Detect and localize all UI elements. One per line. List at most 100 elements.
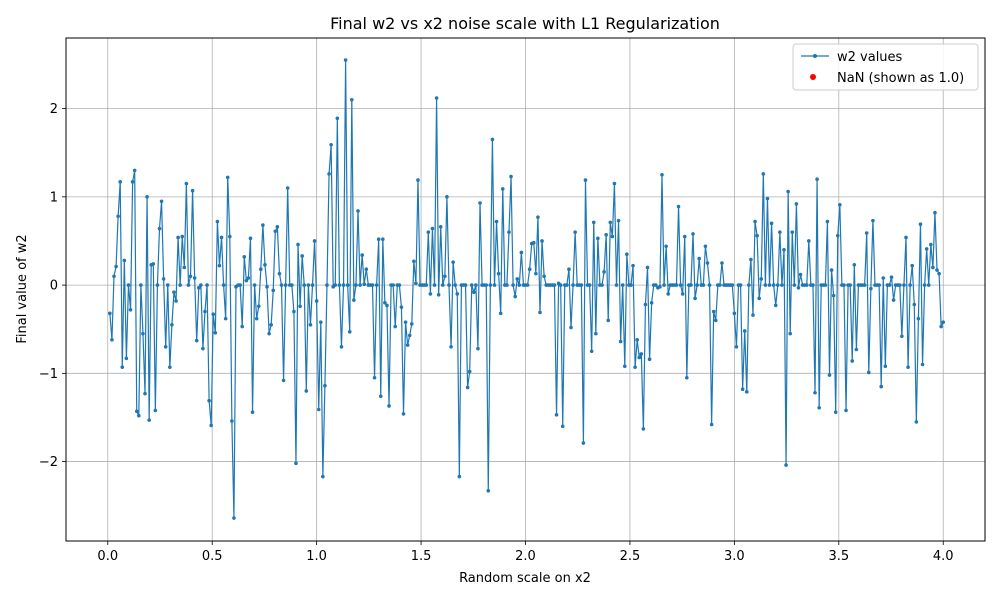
- data-point: [804, 283, 809, 287]
- data-point: [145, 195, 149, 199]
- data-point: [314, 299, 319, 303]
- data-point: [755, 233, 759, 238]
- data-point: [573, 230, 577, 234]
- data-point: [376, 237, 381, 241]
- data-point: [412, 259, 416, 264]
- data-point: [335, 116, 340, 121]
- data-point: [796, 285, 801, 290]
- data-point: [552, 283, 557, 287]
- data-point: [908, 283, 912, 287]
- data-point: [174, 299, 178, 303]
- data-point: [707, 283, 712, 287]
- data-point: [476, 346, 480, 351]
- data-point: [250, 410, 255, 414]
- data-point: [542, 274, 546, 279]
- data-point: [269, 323, 273, 327]
- data-point: [137, 413, 141, 418]
- data-point: [428, 292, 433, 296]
- data-point: [350, 97, 354, 102]
- data-point: [205, 283, 209, 287]
- data-point: [534, 271, 538, 276]
- data-point: [496, 271, 501, 276]
- data-point: [703, 244, 708, 249]
- data-point: [443, 274, 447, 279]
- data-point: [225, 175, 230, 180]
- data-point: [374, 283, 379, 287]
- data-point: [172, 290, 176, 294]
- data-point: [904, 235, 908, 240]
- data-point: [108, 311, 112, 316]
- data-point: [838, 202, 842, 207]
- data-point: [734, 345, 739, 349]
- data-point: [221, 283, 226, 287]
- data-point: [124, 356, 129, 361]
- data-point: [811, 283, 815, 287]
- data-point: [540, 239, 544, 243]
- data-point: [407, 333, 412, 338]
- data-point: [833, 410, 838, 414]
- data-point: [918, 222, 923, 226]
- data-point: [649, 300, 654, 305]
- data-point: [744, 390, 749, 394]
- data-point: [643, 302, 648, 307]
- data-point: [217, 263, 222, 268]
- data-point: [484, 283, 489, 287]
- data-point: [213, 330, 218, 335]
- data-point: [436, 292, 441, 297]
- data-point: [924, 247, 929, 251]
- data-point: [807, 239, 811, 243]
- data-point: [933, 210, 937, 215]
- data-point: [120, 365, 125, 369]
- data-point: [625, 252, 629, 256]
- data-point: [188, 274, 193, 279]
- data-point: [364, 267, 369, 272]
- legend-box: [792, 43, 979, 91]
- data-point: [259, 267, 263, 272]
- data-point: [817, 405, 821, 410]
- data-point: [283, 283, 288, 287]
- data-point: [608, 220, 613, 225]
- data-point: [695, 283, 699, 287]
- data-point: [647, 357, 652, 362]
- data-point: [658, 285, 662, 289]
- data-point: [463, 283, 468, 287]
- data-point: [294, 461, 298, 466]
- data-point: [362, 282, 367, 287]
- x-tick-label: 3.0: [724, 549, 745, 564]
- data-point: [469, 283, 474, 287]
- data-point: [292, 309, 296, 314]
- data-point: [302, 283, 307, 287]
- data-point: [230, 419, 234, 423]
- data-point: [244, 278, 249, 283]
- data-point: [500, 187, 505, 191]
- data-point: [639, 352, 644, 356]
- x-tick-label: 0.0: [97, 549, 118, 564]
- data-point: [277, 271, 282, 276]
- data-point: [157, 226, 162, 231]
- y-tick-label: 1: [50, 190, 58, 205]
- data-point: [697, 256, 702, 261]
- data-point: [372, 375, 377, 380]
- data-point: [713, 318, 718, 323]
- data-point: [449, 345, 453, 349]
- x-tick-label: 4.0: [933, 549, 954, 564]
- data-point: [110, 338, 114, 342]
- data-point: [509, 174, 513, 179]
- data-point: [560, 424, 565, 429]
- data-point: [211, 312, 216, 317]
- data-point: [676, 204, 681, 209]
- data-point: [306, 283, 311, 287]
- data-point: [472, 290, 476, 294]
- data-point: [842, 283, 846, 287]
- data-point: [153, 408, 158, 413]
- data-point: [829, 268, 834, 272]
- data-point: [761, 172, 766, 176]
- data-point: [474, 283, 478, 287]
- data-point: [141, 331, 145, 336]
- data-point: [515, 277, 520, 281]
- data-point: [308, 323, 313, 327]
- data-point: [494, 219, 499, 224]
- data-point: [116, 214, 120, 219]
- data-point: [618, 339, 623, 344]
- data-point: [926, 283, 931, 287]
